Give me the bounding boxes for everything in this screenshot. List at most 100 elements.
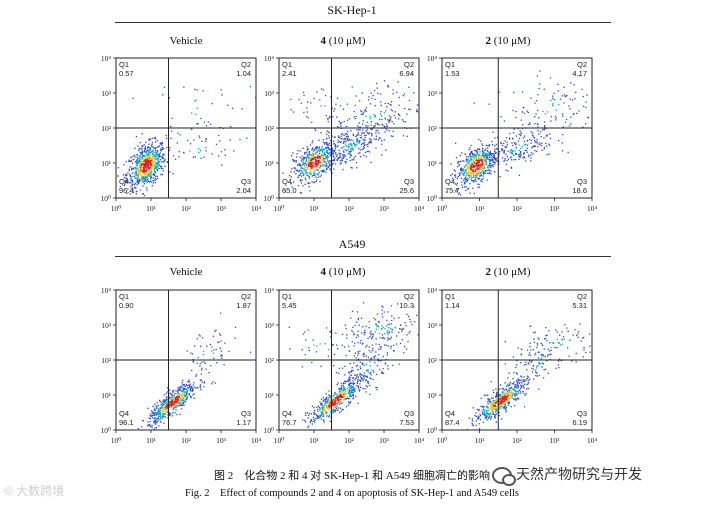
event-dot	[249, 351, 252, 353]
event-dot	[163, 402, 165, 404]
event-dot	[144, 167, 146, 169]
event-dot	[372, 369, 374, 372]
event-dot	[131, 184, 134, 187]
event-dot	[362, 148, 364, 150]
event-dot	[380, 111, 382, 113]
event-dot	[362, 146, 365, 148]
event-dot	[518, 137, 521, 140]
event-dot	[149, 175, 152, 177]
x-tick-label: 10⁰	[437, 436, 448, 445]
event-dot	[352, 397, 355, 399]
event-dot	[481, 154, 483, 156]
event-dot	[316, 163, 318, 166]
event-dot	[520, 392, 522, 394]
event-dot	[156, 155, 158, 157]
event-dot	[536, 365, 538, 367]
event-dot	[346, 136, 348, 138]
event-dot	[366, 129, 368, 131]
event-dot	[522, 106, 524, 109]
event-dot	[171, 397, 173, 399]
event-dot	[488, 103, 490, 105]
event-dot	[167, 406, 169, 408]
event-dot	[165, 410, 167, 413]
event-dot	[152, 165, 154, 167]
event-dot	[482, 169, 484, 171]
event-dot	[515, 143, 518, 145]
event-dot	[125, 173, 127, 175]
event-dot	[320, 162, 322, 164]
event-dot	[303, 162, 306, 165]
event-dot	[373, 357, 375, 359]
event-dot	[181, 395, 183, 397]
event-dot	[499, 397, 501, 399]
event-dot	[181, 390, 183, 392]
event-dot	[331, 135, 333, 137]
event-dot	[472, 152, 474, 155]
event-dot	[450, 163, 452, 165]
event-dot	[386, 352, 389, 354]
quadrant-value-q3: 7.53	[399, 418, 414, 427]
event-dot	[347, 392, 349, 394]
event-dot	[159, 407, 162, 409]
event-dot	[155, 414, 157, 416]
event-dot	[142, 177, 144, 179]
event-dot	[464, 153, 467, 155]
event-dot	[157, 159, 159, 161]
event-dot	[155, 419, 157, 421]
event-dot	[538, 87, 540, 90]
event-dot	[468, 166, 470, 169]
y-tick-label: 10¹	[427, 391, 437, 400]
event-dot	[392, 350, 395, 352]
event-dot	[144, 157, 147, 159]
event-dot	[311, 148, 313, 150]
event-dot	[392, 135, 394, 137]
event-dot	[484, 172, 486, 175]
event-dot	[195, 113, 197, 115]
event-dot	[326, 401, 328, 403]
event-dot	[155, 166, 157, 168]
event-dot	[319, 181, 321, 183]
x-tick-label: 10⁴	[414, 204, 425, 213]
event-dot	[569, 339, 571, 341]
event-dot	[496, 148, 499, 150]
event-dot	[337, 407, 340, 409]
event-dot	[464, 178, 467, 180]
event-dot	[395, 343, 398, 345]
event-dot	[312, 420, 314, 422]
event-dot	[555, 367, 557, 369]
event-dot	[496, 394, 499, 396]
event-dot	[375, 343, 377, 345]
event-dot	[522, 384, 524, 387]
event-dot	[488, 400, 490, 402]
event-dot	[476, 408, 478, 410]
x-tick-label: 10³	[216, 204, 227, 213]
event-dot	[358, 142, 360, 144]
event-dot	[195, 374, 198, 376]
event-dot	[558, 139, 560, 142]
event-dot	[522, 386, 525, 388]
event-dot	[143, 155, 145, 157]
event-dot	[489, 401, 491, 403]
event-dot	[381, 313, 383, 315]
event-dot	[346, 139, 349, 141]
event-dot	[494, 416, 496, 418]
event-dot	[327, 397, 330, 399]
event-dot	[163, 399, 165, 401]
event-dot	[329, 399, 332, 401]
event-dot	[494, 137, 496, 139]
event-dot	[379, 337, 381, 339]
event-dot	[465, 189, 467, 191]
event-dot	[150, 165, 153, 167]
event-dot	[344, 138, 346, 140]
event-dot	[490, 170, 492, 172]
event-dot	[364, 136, 366, 139]
event-dot	[474, 162, 476, 165]
event-dot	[471, 422, 473, 424]
event-dot	[408, 315, 410, 317]
event-dot	[347, 398, 349, 400]
event-dot	[485, 153, 487, 155]
event-dot	[464, 169, 467, 172]
event-dot	[154, 173, 156, 175]
event-dot	[369, 138, 371, 140]
event-dot	[513, 398, 515, 400]
